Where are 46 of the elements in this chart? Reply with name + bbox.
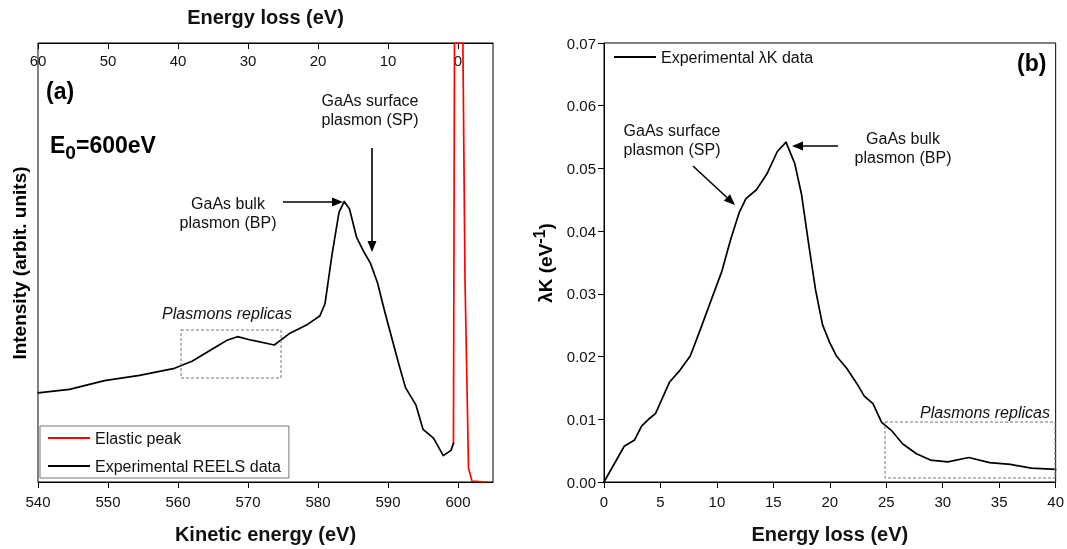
annotation: E$_{0}$=600eV [50, 132, 156, 164]
x-tick-label: 580 [305, 493, 331, 510]
x-tick-label: 550 [95, 493, 121, 510]
y-tick-label: 0.03 [566, 285, 596, 303]
x2-tick-label: 50 [99, 52, 117, 69]
x-tick-label: 35 [990, 493, 1008, 510]
annotation: (a) [46, 78, 75, 105]
x-tick-label: 25 [877, 493, 895, 510]
annotation: Plasmons replicas [161, 304, 293, 324]
x-tick-label: 570 [235, 493, 261, 510]
x-tick-label: 590 [375, 493, 401, 510]
x-tick-label: 20 [821, 493, 839, 510]
x-axis-title: Energy loss (eV) [751, 523, 909, 545]
x-tick-label: 15 [765, 493, 782, 510]
x-axis-title: Kinetic energy (eV) [174, 523, 357, 545]
x2-tick-label: 10 [379, 52, 397, 69]
annotation: GaAs bulk plasmon (BP) [853, 128, 953, 168]
x-tick-label: 10 [708, 493, 726, 510]
annotation: Plasmons replicas [919, 403, 1051, 423]
x-tick-label: 5 [656, 493, 665, 510]
y-tick-label: 0.00 [566, 473, 596, 491]
x-tick-label: 0 [599, 493, 609, 510]
y-axis-title: Intensity (arbit. units) [9, 166, 31, 360]
y-tick-label: 0.05 [566, 159, 596, 177]
y-tick-label: 0.07 [566, 34, 596, 52]
y-tick-label: 0.01 [566, 410, 596, 428]
legend-label: Experimental REELS data [95, 457, 281, 475]
x-tick-label: 600 [445, 493, 471, 510]
x-tick-label: 40 [1047, 493, 1064, 510]
x2-tick-label: 20 [309, 52, 327, 69]
x2-axis-title: Energy loss (eV) [187, 6, 344, 28]
annotation: (b) [1017, 50, 1047, 77]
x-tick-label: 30 [934, 493, 952, 510]
legend-label: Elastic peak [95, 429, 183, 447]
x-tick-label: 560 [165, 493, 191, 510]
x2-tick-label: 30 [239, 52, 257, 69]
legend-label: Experimental λK data [661, 48, 814, 66]
y-tick-label: 0.04 [566, 222, 596, 240]
x-tick-label: 540 [25, 493, 51, 510]
x2-tick-label: 40 [169, 52, 187, 69]
annotation: GaAs bulk plasmon (BP) [178, 193, 278, 233]
annotation: GaAs surface plasmon (SP) [320, 90, 420, 130]
x2-tick-label: 60 [29, 52, 47, 69]
annotation: GaAs surface plasmon (SP) [622, 120, 722, 160]
y-tick-label: 0.06 [566, 97, 596, 115]
y-tick-label: 0.02 [566, 348, 596, 366]
